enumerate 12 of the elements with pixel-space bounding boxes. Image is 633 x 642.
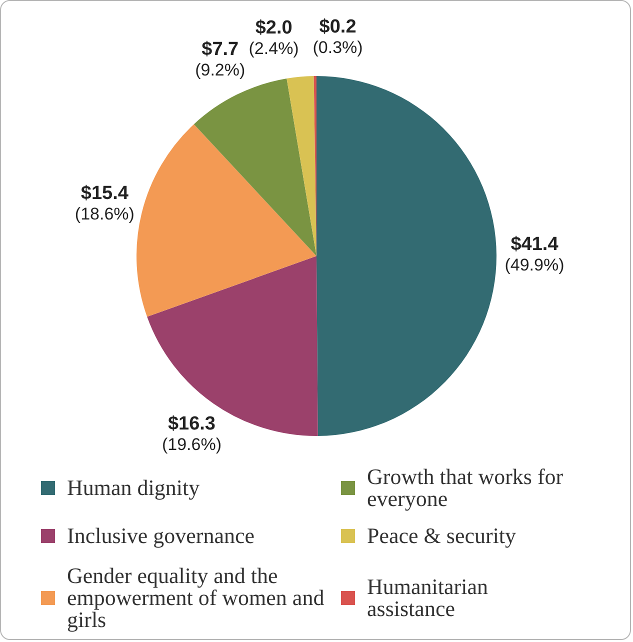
data-label: $0.2 (0.3%) — [312, 16, 363, 58]
legend-label: Humanitarian assistance — [367, 574, 489, 621]
data-label: $16.3 (19.6%) — [162, 413, 222, 454]
legend-label: Gender equality and the empowerment of women and girls — [67, 563, 326, 632]
legend-label: Growth that works for everyone — [367, 464, 564, 511]
legend-label: Human dignity — [67, 475, 200, 500]
legend-label: Peace & security — [367, 523, 516, 548]
data-label: $15.4 (18.6%) — [74, 183, 134, 224]
data-label: $7.7 (9.2%) — [195, 39, 246, 80]
legend-label: Inclusive governance — [67, 523, 255, 548]
data-label: $2.0 (2.4%) — [248, 18, 299, 58]
data-label: $41.4 (49.9%) — [504, 234, 564, 274]
